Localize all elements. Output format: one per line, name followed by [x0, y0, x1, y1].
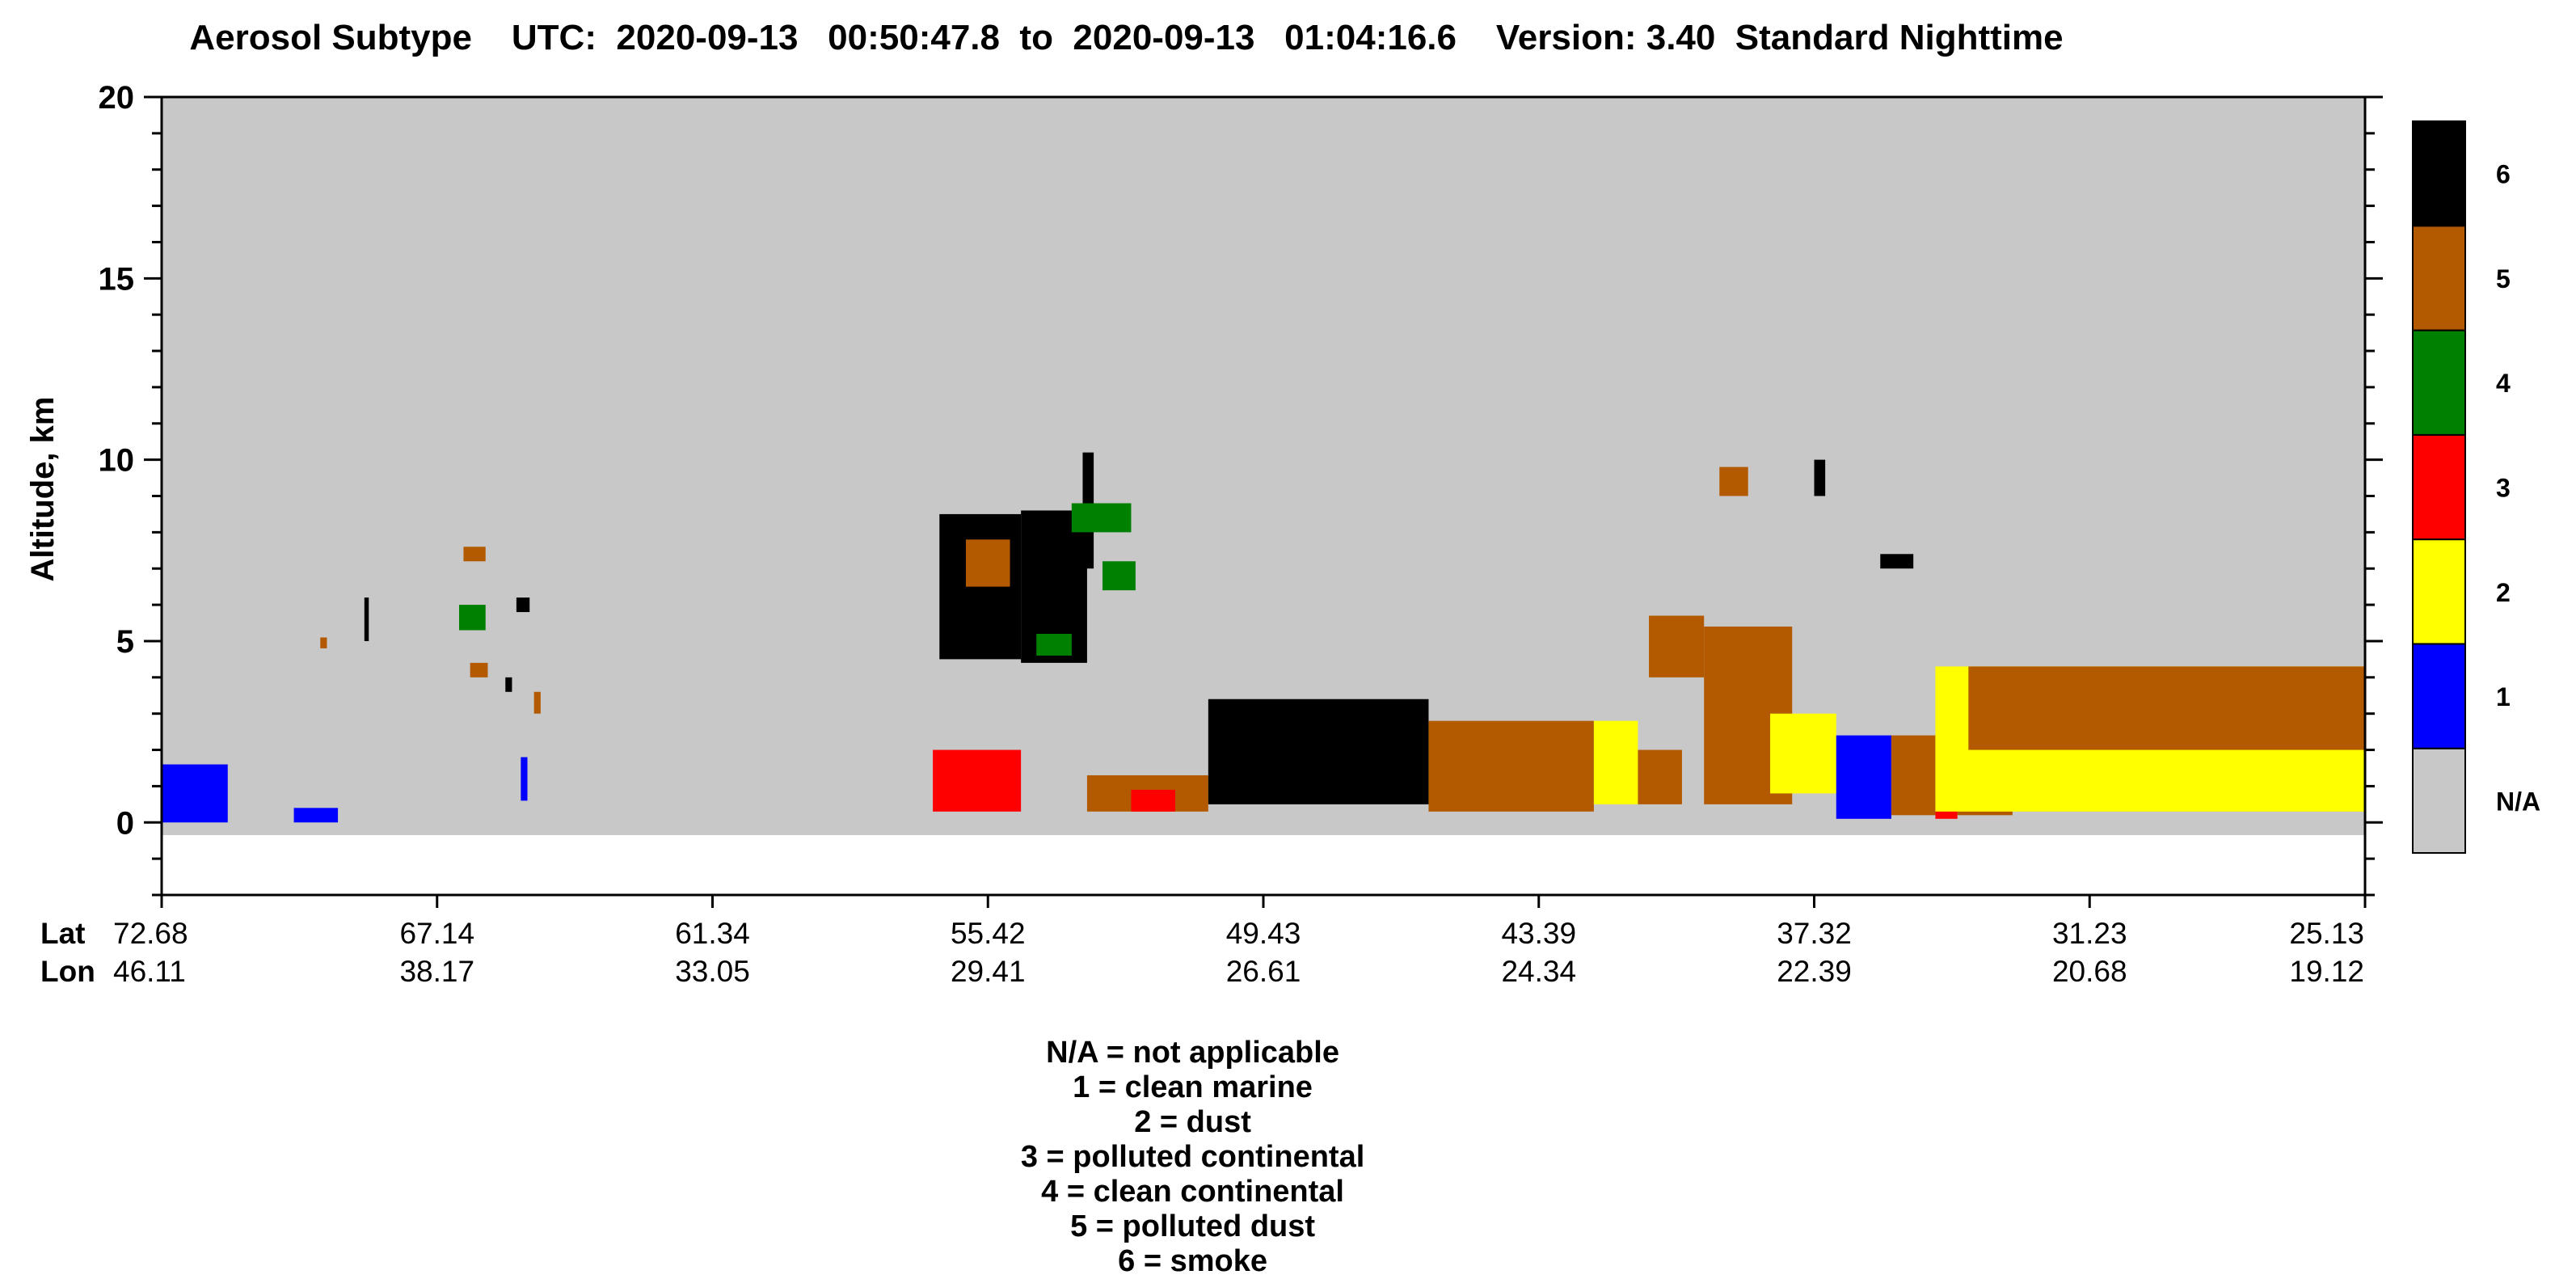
legend-3: 3 = polluted continental: [1020, 1140, 1365, 1174]
colorbar-label: 4: [2496, 369, 2511, 398]
aerosol-feature-28: [1814, 459, 1826, 496]
colorbar-swatch-4: [2412, 329, 2466, 436]
lat-tick-label: 37.32: [1777, 917, 1852, 950]
subtype-legend: N/A = not applicable 1 = clean marine 2 …: [0, 1001, 2368, 1279]
colorbar-label: 1: [2496, 682, 2511, 711]
colorbar-swatch-1: [2412, 643, 2466, 749]
lon-tick-label: 29.41: [951, 955, 1026, 988]
aerosol-feature-29: [1880, 554, 1914, 569]
aerosol-feature-5: [459, 605, 486, 631]
lon-tick-label: 38.17: [399, 955, 474, 988]
colorbar-label: N/A: [2496, 787, 2540, 816]
lon-row-label: Lon: [40, 955, 95, 988]
legend-1: 1 = clean marine: [1073, 1070, 1313, 1104]
colorbar-swatch-2: [2412, 538, 2466, 645]
lat-tick-label: 31.23: [2052, 917, 2127, 950]
lat-row-label: Lat: [40, 917, 86, 950]
colorbar-swatch-6: [2412, 120, 2466, 227]
lon-tick-label: 24.34: [1501, 955, 1576, 988]
y-tick-label: 5: [116, 624, 134, 660]
y-tick-label: 0: [116, 805, 134, 841]
y-axis-label: Altitude, km: [25, 397, 61, 582]
lon-tick-label: 22.39: [1777, 955, 1852, 988]
aerosol-feature-24: [1638, 749, 1682, 804]
aerosol-feature-6: [516, 597, 530, 613]
lat-tick-label: 55.42: [951, 917, 1026, 950]
y-tick-label: 20: [99, 80, 135, 116]
lon-tick-label: 26.61: [1226, 955, 1301, 988]
aerosol-feature-2: [320, 637, 327, 648]
aerosol-feature-22: [1428, 720, 1594, 812]
colorbar-swatch-3: [2412, 433, 2466, 541]
legend-na: N/A = not applicable: [1046, 1036, 1339, 1070]
colorbar-label: 5: [2496, 264, 2511, 293]
aerosol-feature-36: [1968, 666, 2365, 750]
aerosol-feature-32: [1891, 735, 1936, 816]
lat-tick-label: 67.14: [399, 917, 474, 950]
colorbar-swatch-5: [2412, 225, 2466, 331]
colorbar-swatch-na: [2412, 747, 2466, 855]
y-tick-label: 15: [99, 261, 135, 297]
aerosol-feature-0: [162, 764, 228, 823]
aerosol-feature-1: [293, 808, 339, 823]
aerosol-feature-23: [1593, 720, 1638, 804]
legend-2: 2 = dust: [1134, 1105, 1251, 1139]
legend-4: 4 = clean continental: [1041, 1175, 1344, 1209]
legend-5: 5 = polluted dust: [1070, 1209, 1316, 1243]
aerosol-feature-layer: [162, 452, 2365, 823]
aerosol-feature-9: [533, 691, 541, 714]
lat-tick-label: 61.34: [675, 917, 750, 950]
aerosol-feature-21: [1208, 699, 1429, 804]
aerosol-feature-13: [965, 539, 1010, 587]
aerosol-feature-27: [1719, 466, 1748, 496]
aerosol-feature-30: [1769, 713, 1836, 794]
lat-tick-label: 72.68: [113, 917, 188, 950]
lat-tick-label: 25.13: [2289, 917, 2364, 950]
colorbar-label: 6: [2496, 160, 2511, 189]
aerosol-feature-11: [933, 749, 1022, 812]
lat-tick-label: 43.39: [1501, 917, 1576, 950]
lat-tick-label: 49.43: [1226, 917, 1301, 950]
aerosol-feature-25: [1649, 615, 1705, 677]
lon-tick-label: 19.12: [2289, 955, 2364, 988]
lon-tick-label: 20.68: [2052, 955, 2127, 988]
aerosol-feature-3: [364, 597, 369, 641]
aerosol-feature-20: [1131, 789, 1175, 812]
aerosol-feature-7: [470, 662, 488, 677]
aerosol-feature-31: [1836, 735, 1891, 819]
aerosol-feature-10: [521, 757, 528, 801]
aerosol-feature-18: [1036, 633, 1072, 656]
colorbar-label: 3: [2496, 474, 2511, 503]
aerosol-feature-4: [463, 547, 486, 562]
colorbar: N/A 1 2 3 4 5 6: [2412, 120, 2540, 855]
x-axis-ticks: 72.68 46.11 67.14 38.17 61.34 33.05 55.42 29.41…: [113, 895, 2367, 988]
y-axis-ticks: 0 5 10 15 20: [99, 80, 2383, 897]
lon-tick-label: 33.05: [675, 955, 750, 988]
colorbar-label: 2: [2496, 578, 2511, 607]
legend-6: 6 = smoke: [1118, 1244, 1267, 1278]
aerosol-feature-17: [1102, 561, 1136, 591]
y-tick-label: 10: [99, 443, 135, 479]
aerosol-feature-8: [505, 677, 512, 692]
aerosol-feature-16: [1071, 503, 1132, 533]
lon-tick-label: 46.11: [113, 955, 186, 988]
chart-title: Aerosol Subtype UTC: 2020-09-13 00:50:47…: [189, 18, 2064, 57]
